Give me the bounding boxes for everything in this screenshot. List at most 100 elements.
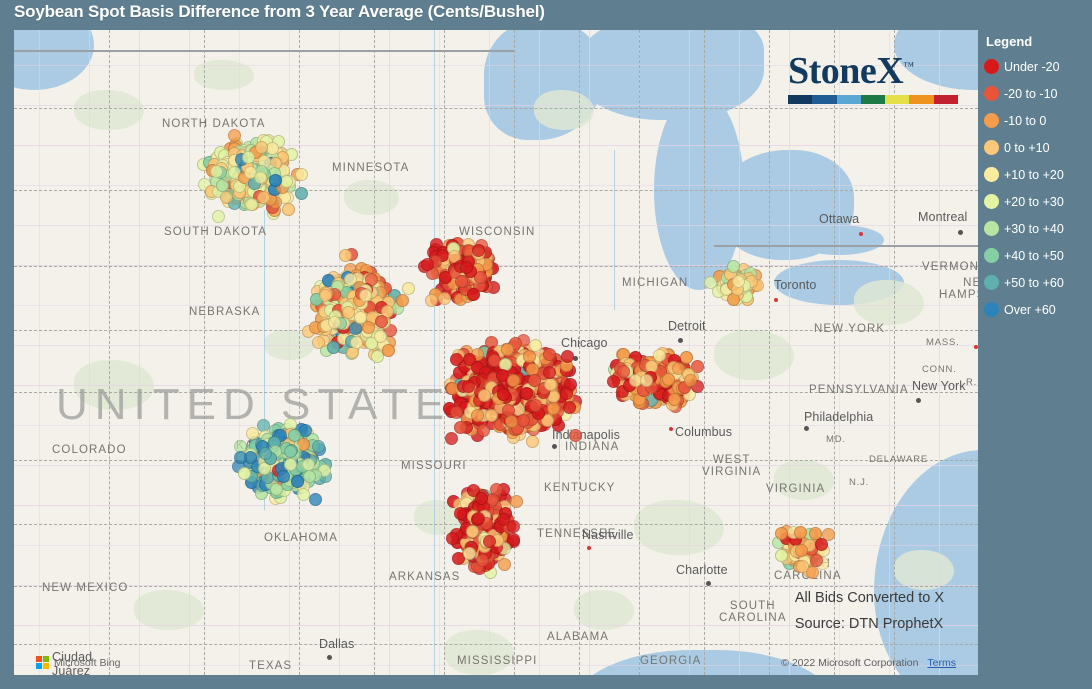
map-data-point[interactable]	[774, 548, 788, 562]
legend-item-label: Under -20	[1004, 59, 1060, 74]
map-data-point[interactable]	[775, 526, 789, 540]
map-data-point[interactable]	[212, 209, 226, 223]
map-data-point[interactable]	[459, 261, 473, 275]
state-border-v-4	[444, 30, 445, 675]
map-data-point[interactable]	[544, 377, 558, 391]
map-data-point[interactable]	[450, 405, 464, 419]
map-container[interactable]: UNITED STATES NORTH DAKOTA SOUTH DAKOTA MIN…	[14, 30, 978, 675]
map-data-point[interactable]	[477, 389, 491, 403]
map-road-v-3	[189, 30, 191, 675]
map-data-point[interactable]	[462, 547, 476, 561]
map-data-point[interactable]	[354, 310, 368, 324]
bing-attribution[interactable]: Microsoft Bing	[36, 656, 121, 669]
map-data-point[interactable]	[254, 170, 268, 184]
map-data-point[interactable]	[542, 366, 556, 380]
legend-item[interactable]: +50 to +60	[984, 269, 1088, 296]
map-data-point[interactable]	[288, 428, 302, 442]
map-green-14	[574, 590, 634, 630]
map-data-point[interactable]	[528, 373, 542, 387]
map-data-point[interactable]	[327, 315, 341, 329]
map-data-point[interactable]	[437, 291, 451, 305]
map-data-point[interactable]	[471, 408, 485, 422]
map-data-point[interactable]	[245, 197, 259, 211]
map-data-point[interactable]	[237, 467, 251, 481]
map-road-v-15	[789, 30, 791, 675]
map-data-point[interactable]	[444, 431, 458, 445]
map-data-point[interactable]	[241, 151, 255, 165]
stonex-logo: StoneX™	[788, 52, 958, 104]
map-data-point[interactable]	[509, 495, 523, 509]
map-city-dot-icon	[587, 546, 591, 550]
map-data-point[interactable]	[280, 174, 294, 188]
map-data-point[interactable]	[466, 288, 480, 302]
map-data-point[interactable]	[268, 173, 282, 187]
map-data-point[interactable]	[483, 534, 497, 548]
map-data-point[interactable]	[809, 554, 823, 568]
map-data-point[interactable]	[519, 386, 533, 400]
map-data-point[interactable]	[311, 336, 325, 350]
brand-bar-segment-2	[836, 95, 861, 104]
map-city-dot-icon	[774, 298, 778, 302]
map-green-10	[894, 550, 954, 590]
map-city-dot-icon	[669, 427, 673, 431]
map-data-point[interactable]	[498, 557, 512, 571]
legend-swatch-icon	[984, 302, 999, 317]
map-data-point[interactable]	[453, 506, 467, 520]
map-data-point[interactable]	[496, 387, 510, 401]
legend-item[interactable]: -10 to 0	[984, 107, 1088, 134]
map-data-point[interactable]	[219, 191, 233, 205]
terms-link[interactable]: Terms	[927, 657, 956, 669]
map-data-point[interactable]	[731, 274, 745, 288]
map-data-point[interactable]	[542, 348, 556, 362]
map-green-7	[444, 630, 514, 675]
map-data-point[interactable]	[259, 447, 273, 461]
map-data-point[interactable]	[269, 482, 283, 496]
map-data-point[interactable]	[294, 187, 308, 201]
map-data-point[interactable]	[309, 492, 323, 506]
page-title: Soybean Spot Basis Difference from 3 Yea…	[14, 2, 545, 21]
map-data-point[interactable]	[341, 305, 355, 319]
ms-square-3	[43, 663, 49, 669]
brand-bar-segment-6	[933, 95, 958, 104]
intl-border-canada	[14, 50, 514, 52]
map-data-point[interactable]	[484, 408, 498, 422]
brand-bar-segment-3	[860, 95, 886, 104]
map-data-point[interactable]	[209, 164, 223, 178]
map-data-point[interactable]	[461, 379, 475, 393]
map-data-point[interactable]	[421, 257, 435, 271]
map-water-1	[574, 30, 764, 120]
map-data-point[interactable]	[504, 414, 518, 428]
legend-item[interactable]: Under -20	[984, 53, 1088, 80]
map-data-point[interactable]	[301, 458, 315, 472]
map-data-point[interactable]	[522, 349, 536, 363]
map-data-point[interactable]	[796, 559, 810, 573]
map-data-point[interactable]	[396, 293, 410, 307]
legend-item[interactable]: -20 to -10	[984, 80, 1088, 107]
map-data-point[interactable]	[568, 428, 582, 442]
map-road-h-1	[14, 105, 978, 107]
map-city-dot-icon	[327, 655, 332, 660]
map-data-point[interactable]	[667, 392, 681, 406]
map-data-point[interactable]	[547, 401, 561, 415]
map-data-point[interactable]	[471, 243, 485, 257]
map-data-point[interactable]	[449, 353, 463, 367]
map-data-point[interactable]	[281, 202, 295, 216]
map-road-v-4	[239, 30, 241, 675]
map-data-point[interactable]	[402, 281, 416, 295]
legend-item[interactable]: Over +60	[984, 296, 1088, 323]
map-data-point[interactable]	[381, 344, 395, 358]
legend-item[interactable]: +30 to +40	[984, 215, 1088, 242]
map-road-h-13	[14, 585, 978, 587]
map-data-point[interactable]	[475, 554, 489, 567]
legend-item[interactable]: 0 to +10	[984, 134, 1088, 161]
map-road-v-18	[939, 30, 941, 675]
legend-item[interactable]: +40 to +50	[984, 242, 1088, 269]
legend-item[interactable]: +20 to +30	[984, 188, 1088, 215]
map-data-point[interactable]	[560, 349, 574, 363]
map-data-point[interactable]	[793, 526, 807, 540]
legend-item[interactable]: +10 to +20	[984, 161, 1088, 188]
map-data-point[interactable]	[373, 329, 387, 343]
map-data-point[interactable]	[294, 167, 308, 181]
map-data-point[interactable]	[375, 314, 389, 328]
map-road-h-15	[14, 665, 978, 667]
